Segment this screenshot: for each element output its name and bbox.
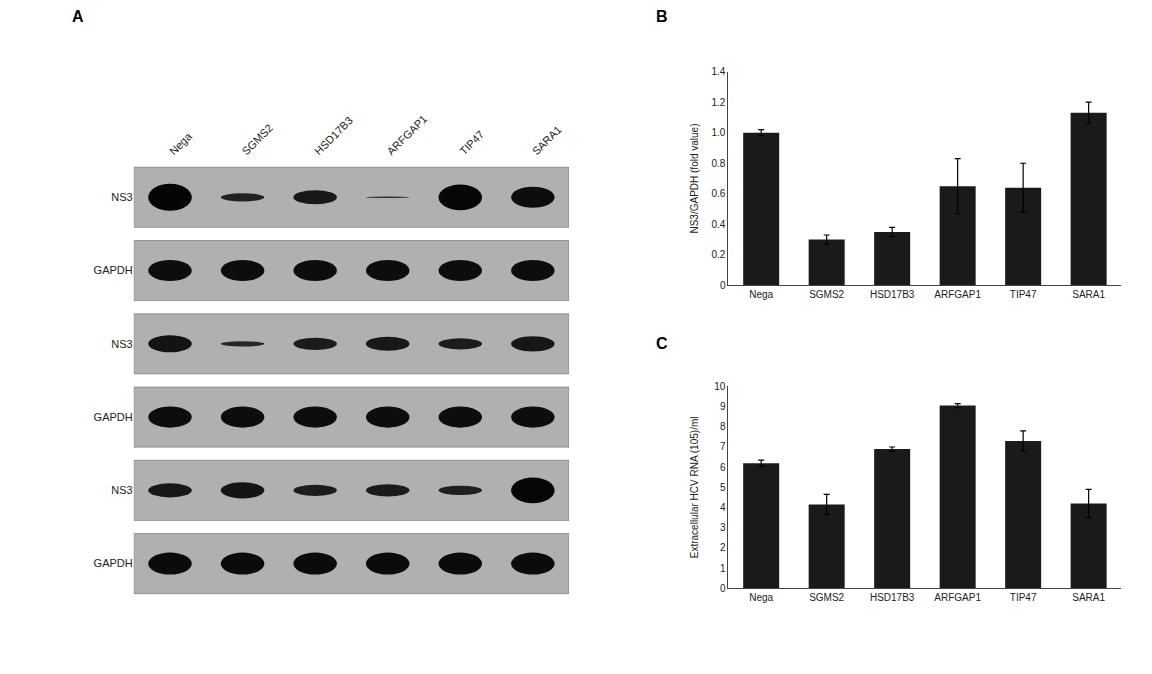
svg-text:GAPDH: GAPDH: [94, 411, 133, 423]
svg-text:Extracellular HCV RNA (105)/ml: Extracellular HCV RNA (105)/ml: [689, 417, 700, 559]
svg-text:NS3: NS3: [111, 338, 132, 350]
svg-text:NS3: NS3: [111, 484, 132, 496]
svg-text:SGMS2: SGMS2: [809, 592, 844, 603]
svg-text:HSD17B3: HSD17B3: [870, 592, 915, 603]
svg-text:8: 8: [720, 421, 726, 432]
svg-text:9: 9: [720, 401, 726, 412]
svg-text:HSD17B3: HSD17B3: [870, 289, 915, 300]
svg-text:SARA1: SARA1: [1072, 592, 1105, 603]
svg-text:TIP47: TIP47: [457, 128, 486, 157]
svg-text:ARFGAP1: ARFGAP1: [934, 592, 981, 603]
svg-text:Nega: Nega: [749, 592, 773, 603]
svg-text:7: 7: [720, 441, 726, 452]
svg-text:GAPDH: GAPDH: [94, 264, 133, 276]
svg-text:0.2: 0.2: [712, 249, 726, 260]
svg-text:ARFGAP1: ARFGAP1: [934, 289, 981, 300]
svg-text:A: A: [72, 8, 84, 25]
svg-text:NS3/GAPDH (fold value): NS3/GAPDH (fold value): [689, 123, 700, 233]
svg-text:NS3: NS3: [111, 191, 132, 203]
svg-text:GAPDH: GAPDH: [94, 557, 133, 569]
svg-text:1: 1: [720, 563, 726, 574]
svg-text:0.4: 0.4: [712, 219, 726, 230]
svg-text:Nega: Nega: [749, 289, 773, 300]
svg-text:SARA1: SARA1: [530, 123, 564, 157]
svg-text:0: 0: [720, 280, 726, 291]
svg-text:0.6: 0.6: [712, 188, 726, 199]
svg-text:0.8: 0.8: [712, 158, 726, 169]
svg-text:C: C: [656, 335, 668, 352]
svg-text:SARA1: SARA1: [1072, 289, 1105, 300]
svg-text:6: 6: [720, 462, 726, 473]
svg-text:4: 4: [720, 502, 726, 513]
svg-text:2: 2: [720, 542, 726, 553]
svg-text:1.2: 1.2: [712, 97, 726, 108]
svg-text:SGMS2: SGMS2: [239, 122, 275, 158]
svg-text:ARFGAP1: ARFGAP1: [385, 112, 430, 157]
svg-text:TIP47: TIP47: [1010, 289, 1037, 300]
svg-text:TIP47: TIP47: [1010, 592, 1037, 603]
svg-text:1.4: 1.4: [712, 66, 726, 77]
svg-text:0: 0: [720, 583, 726, 594]
svg-text:SGMS2: SGMS2: [809, 289, 844, 300]
svg-text:B: B: [656, 8, 668, 25]
svg-text:Nega: Nega: [167, 130, 195, 158]
svg-text:HSD17B3: HSD17B3: [312, 114, 355, 157]
svg-text:5: 5: [720, 482, 726, 493]
svg-text:10: 10: [714, 381, 726, 392]
svg-text:3: 3: [720, 522, 726, 533]
svg-text:1.0: 1.0: [712, 127, 726, 138]
